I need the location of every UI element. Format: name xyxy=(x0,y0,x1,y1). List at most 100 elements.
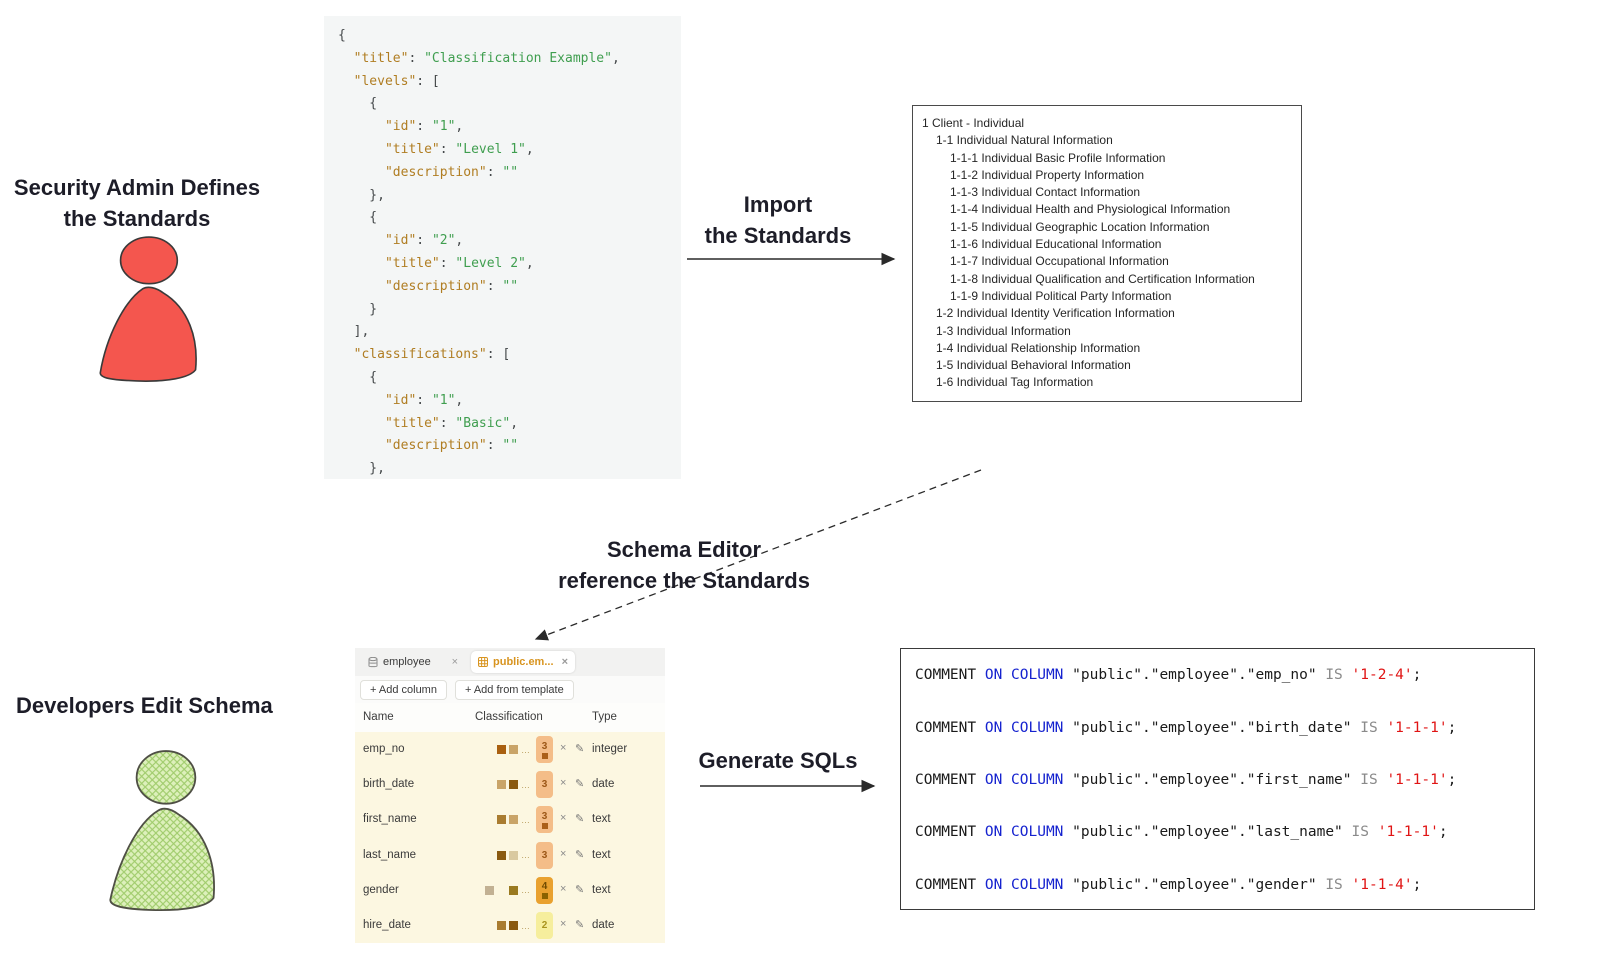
level-badge[interactable]: 3 xyxy=(536,771,553,799)
remove-classification-icon[interactable]: × xyxy=(560,777,567,790)
close-icon[interactable]: × xyxy=(451,656,458,668)
classification-chip[interactable] xyxy=(509,745,518,755)
sql-token: ON COLUMN xyxy=(984,667,1073,684)
json-token: "1" xyxy=(431,392,456,408)
json-token: : xyxy=(486,164,503,180)
remove-classification-icon[interactable]: × xyxy=(560,812,567,825)
json-token: ], xyxy=(338,324,370,340)
tree-item: 1-1-8 Individual Qualification and Certi… xyxy=(950,271,1255,286)
json-token: : [ xyxy=(486,347,511,363)
remove-classification-icon[interactable]: × xyxy=(560,917,567,930)
sql-token: ; xyxy=(1447,719,1457,736)
header-classification: Classification xyxy=(475,711,543,723)
json-code-line: }, xyxy=(338,185,681,208)
level-badge[interactable]: 3 xyxy=(536,736,553,763)
close-icon[interactable]: × xyxy=(561,656,568,668)
json-token: "2" xyxy=(431,233,456,249)
header-type: Type xyxy=(592,711,617,723)
sql-token: IS xyxy=(1351,824,1378,841)
schema-editor-panel: employee × public.em... × + Add column +… xyxy=(355,648,665,943)
tree-item: 1-3 Individual Information xyxy=(936,323,1071,338)
json-token xyxy=(338,393,385,408)
json-token: : xyxy=(416,392,432,408)
json-token: "title" xyxy=(384,415,440,431)
column-type-label: text xyxy=(592,848,611,861)
overflow-dots-icon: … xyxy=(521,744,531,755)
json-token: "id" xyxy=(384,392,417,408)
remove-classification-icon[interactable]: × xyxy=(560,847,567,860)
level-badge[interactable]: 2 xyxy=(536,911,553,939)
sql-token: COMMENT xyxy=(915,667,985,684)
edit-pencil-icon[interactable]: ✎ xyxy=(575,918,585,931)
json-token xyxy=(338,256,385,271)
classification-chip[interactable] xyxy=(497,745,506,755)
add-column-button[interactable]: + Add column xyxy=(360,679,447,700)
json-token: : xyxy=(486,278,503,294)
column-name-label: last_name xyxy=(363,848,417,861)
json-token: "" xyxy=(502,164,519,180)
json-token: , xyxy=(455,233,464,249)
classification-chips: … xyxy=(445,873,531,908)
json-token xyxy=(338,51,354,66)
json-code-line: "id": "1", xyxy=(338,116,681,139)
table-icon xyxy=(478,657,488,667)
tree-item: 1-2 Individual Identity Verification Inf… xyxy=(936,306,1175,321)
standards-json-snippet: { "title": "Classification Example", "le… xyxy=(324,16,681,479)
column-name-label: birth_date xyxy=(363,778,415,791)
classification-chip[interactable] xyxy=(497,815,506,825)
classification-chip[interactable] xyxy=(497,780,506,790)
json-code-line: "title": "Level 1", xyxy=(338,139,681,162)
tab-employee[interactable]: employee × xyxy=(361,651,465,673)
sql-token: '1-1-1' xyxy=(1386,719,1448,736)
tab-public-employee[interactable]: public.em... × xyxy=(471,651,575,673)
column-name-label: emp_no xyxy=(363,743,405,755)
level-badge[interactable]: 3 xyxy=(536,841,553,869)
json-token: "Basic" xyxy=(455,415,511,431)
classification-chip[interactable] xyxy=(509,850,518,860)
sql-token: ; xyxy=(1412,876,1422,893)
remove-classification-icon[interactable]: × xyxy=(560,742,567,754)
level-badge[interactable]: 3 xyxy=(536,806,553,834)
edit-pencil-icon[interactable]: ✎ xyxy=(575,778,585,791)
sql-token: ; xyxy=(1447,771,1457,788)
json-token xyxy=(338,416,385,431)
editor-toolbar: + Add column + Add from template xyxy=(355,676,665,703)
classification-chip[interactable] xyxy=(509,921,518,931)
sql-token: '1-1-1' xyxy=(1386,771,1448,788)
classification-chip[interactable] xyxy=(509,780,518,790)
json-token: "classifications" xyxy=(353,347,487,363)
json-token: : xyxy=(486,438,503,454)
json-code-line: { xyxy=(338,93,681,116)
level-badge[interactable]: 4 xyxy=(536,876,553,904)
classification-chip[interactable] xyxy=(509,885,518,895)
edit-pencil-icon[interactable]: ✎ xyxy=(575,883,585,896)
overflow-dots-icon: … xyxy=(521,850,531,861)
column-type-label: date xyxy=(592,778,615,791)
tree-item: 1-1-3 Individual Contact Information xyxy=(950,185,1141,200)
edit-pencil-icon[interactable]: ✎ xyxy=(575,813,585,826)
json-token: }, xyxy=(338,187,385,203)
column-name-label: gender xyxy=(363,883,399,896)
json-token xyxy=(338,165,385,180)
add-from-template-button[interactable]: + Add from template xyxy=(454,679,574,700)
json-token: "1" xyxy=(431,119,456,135)
classification-chip[interactable] xyxy=(509,815,518,825)
edit-pencil-icon[interactable]: ✎ xyxy=(575,743,585,755)
json-token: "description" xyxy=(384,278,487,294)
level-badge-number: 3 xyxy=(541,810,548,822)
sql-token: ON COLUMN xyxy=(984,771,1073,788)
classification-chip[interactable] xyxy=(497,921,506,931)
classification-chip[interactable] xyxy=(485,885,494,895)
sql-token: COMMENT xyxy=(915,771,985,788)
edit-pencil-icon[interactable]: ✎ xyxy=(575,848,585,861)
sql-token: "public"."employee"."gender" xyxy=(1072,876,1326,893)
overflow-dots-icon: … xyxy=(521,920,531,931)
json-code-line: }, xyxy=(338,458,681,479)
column-name-label: hire_date xyxy=(363,918,411,931)
json-token: }, xyxy=(338,461,385,477)
remove-classification-icon[interactable]: × xyxy=(560,882,567,895)
json-token: , xyxy=(455,392,464,408)
json-token: , xyxy=(525,255,534,271)
classification-chip[interactable] xyxy=(497,850,506,860)
json-token xyxy=(338,119,385,134)
